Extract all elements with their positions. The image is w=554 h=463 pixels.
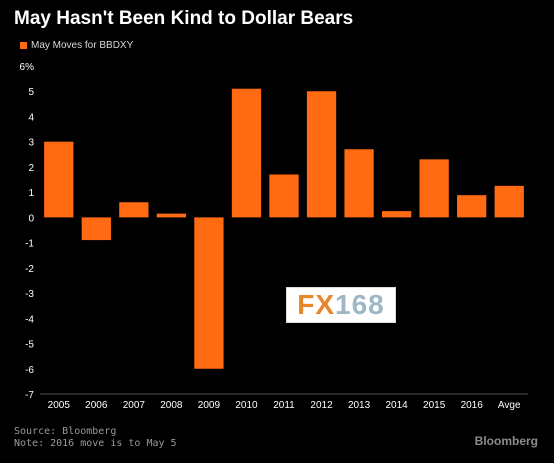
- y-tick-label: -4: [25, 314, 34, 325]
- bar-2012: [306, 91, 337, 218]
- fx168-watermark: FX 168: [286, 287, 396, 323]
- y-tick-label: 4: [28, 112, 34, 123]
- bar-2011: [269, 174, 299, 218]
- x-tick-label: 2006: [85, 400, 108, 411]
- y-tick-label: 1: [28, 188, 34, 199]
- footnote: Note: 2016 move is to May 5: [14, 438, 177, 449]
- bar-2015: [419, 159, 449, 218]
- legend-label: May Moves for BBDXY: [31, 40, 134, 51]
- y-tick-label: -6: [25, 365, 34, 376]
- bar-2013: [344, 149, 374, 218]
- y-tick-label: -5: [25, 340, 34, 351]
- y-tick-label: 0: [28, 213, 34, 224]
- x-tick-label: 2016: [461, 400, 484, 411]
- x-tick-label: Avge: [498, 400, 521, 411]
- x-tick-label: 2014: [385, 400, 408, 411]
- chart-footer: Source: Bloomberg Note: 2016 move is to …: [14, 426, 177, 450]
- x-tick-label: 2005: [48, 400, 71, 411]
- bar-2014: [381, 211, 412, 218]
- legend-swatch: [20, 42, 27, 49]
- x-tick-label: 2007: [123, 400, 146, 411]
- bar-2006: [81, 217, 111, 241]
- y-tick-label: 3: [28, 138, 34, 149]
- bar-2009: [194, 217, 224, 369]
- chart-title: May Hasn't Been Kind to Dollar Bears: [14, 8, 354, 29]
- bar-2005: [44, 141, 74, 218]
- y-tick-label: -3: [25, 289, 34, 300]
- x-tick-label: 2011: [273, 400, 295, 411]
- bar-2008: [156, 213, 187, 218]
- bar-2010: [231, 88, 262, 218]
- y-tick-label: 6%: [20, 62, 35, 73]
- x-tick-label: 2015: [423, 400, 446, 411]
- y-tick-label: -2: [25, 264, 34, 275]
- source-note: Source: Bloomberg: [14, 426, 117, 437]
- bloomberg-logo: Bloomberg: [474, 434, 538, 448]
- legend: May Moves for BBDXY: [20, 40, 133, 51]
- x-tick-label: 2010: [235, 400, 258, 411]
- y-tick-label: -7: [25, 390, 34, 401]
- y-tick-label: 5: [28, 87, 34, 98]
- x-tick-label: 2012: [310, 400, 333, 411]
- bar-avge: [494, 185, 524, 218]
- x-tick-label: 2013: [348, 400, 371, 411]
- bar-2016: [457, 195, 487, 218]
- x-tick-label: 2009: [198, 400, 221, 411]
- x-tick-label: 2008: [160, 400, 183, 411]
- bar-2007: [119, 202, 149, 218]
- y-tick-label: 2: [28, 163, 34, 174]
- y-tick-label: -1: [25, 239, 34, 250]
